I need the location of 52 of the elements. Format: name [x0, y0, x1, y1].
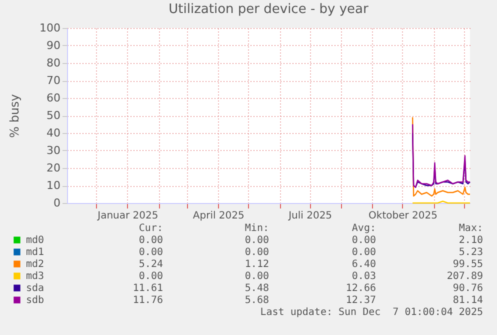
- y-tick-label: 20: [46, 162, 60, 174]
- text: 5.23: [458, 247, 483, 258]
- x-tick-label: Oktober 2025: [368, 210, 438, 222]
- text: 0.00: [138, 235, 163, 246]
- x-tick-label: Juli 2025: [288, 210, 332, 222]
- legend-label: md0: [26, 235, 44, 246]
- text: 5.24: [138, 259, 163, 270]
- text: 90.76: [452, 283, 483, 294]
- y-tick-label: 10: [46, 179, 60, 192]
- text: 12.66: [346, 283, 376, 294]
- y-tick-label: 60: [46, 92, 60, 104]
- text: 2.10: [458, 235, 483, 246]
- text: 11.76: [132, 295, 163, 306]
- legend-label: md2: [26, 259, 44, 270]
- y-axis-title: % busy: [8, 94, 22, 138]
- text: 99.55: [452, 259, 483, 270]
- y-tick-label: 30: [46, 144, 60, 157]
- y-tick-label: 100: [40, 22, 60, 34]
- legend-label: md1: [26, 247, 44, 258]
- x-tick-label: April 2025: [192, 210, 244, 222]
- y-tick-label: 70: [46, 74, 60, 87]
- text: Max:: [458, 223, 483, 234]
- text: Min:: [244, 223, 269, 234]
- text: Cur:: [138, 223, 163, 234]
- text: Avg:: [352, 223, 376, 234]
- text: 0.00: [244, 247, 269, 258]
- text: 11.61: [132, 283, 163, 294]
- text: 0.00: [352, 247, 376, 258]
- x-tick-label: Januar 2025: [96, 210, 158, 222]
- text: Last update: Sun Dec 7 01:00:04 2025: [260, 307, 483, 318]
- text: 5.68: [244, 295, 269, 306]
- text: 0.03: [352, 271, 376, 282]
- y-tick-label: 0: [54, 196, 60, 210]
- text: 12.37: [346, 295, 376, 306]
- legend-label: md3: [26, 271, 44, 282]
- y-tick-label: 50: [46, 109, 60, 122]
- legend-label: sdb: [26, 295, 44, 306]
- text: 0.00: [138, 247, 163, 258]
- text: 81.14: [452, 295, 483, 306]
- text: 6.40: [352, 259, 376, 270]
- text: 0.00: [352, 235, 376, 246]
- y-tick-label: 90: [46, 39, 60, 52]
- text: 207.89: [446, 271, 483, 282]
- legend-label: sda: [26, 283, 44, 294]
- y-tick-label: 40: [46, 126, 60, 140]
- y-tick-label: 80: [46, 56, 60, 70]
- chart-title: Utilization per device - by year: [168, 2, 370, 17]
- text: 0.00: [244, 271, 269, 282]
- text: 0.00: [244, 235, 269, 246]
- text: 0.00: [138, 271, 163, 282]
- text: 5.48: [244, 283, 269, 294]
- text: 1.12: [244, 259, 269, 270]
